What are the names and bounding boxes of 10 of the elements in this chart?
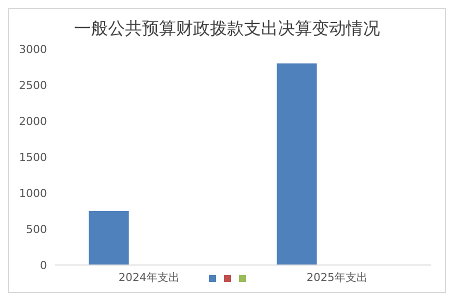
y-tick-label: 500: [26, 222, 47, 236]
y-tick-label: 0: [40, 258, 47, 272]
chart-title: 一般公共预算财政拨款支出决算变动情况: [73, 18, 381, 41]
y-tick-label: 2000: [19, 114, 47, 128]
y-tick-label: 1500: [19, 150, 47, 164]
y-tick-label: 3000: [19, 42, 47, 56]
y-tick-label: 1000: [19, 186, 47, 200]
y-tick-label: 2500: [19, 78, 47, 92]
x-tick-label: 2025年支出: [306, 270, 368, 284]
x-tick-label: 2024年支出: [118, 270, 180, 284]
